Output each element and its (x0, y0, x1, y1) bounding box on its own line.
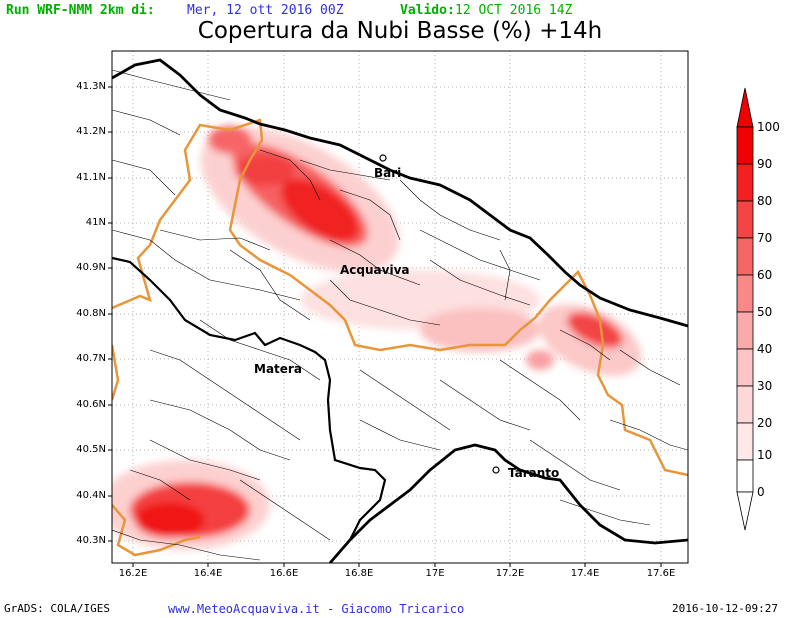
lat-label: 40.9N (76, 262, 106, 273)
lat-label: 40.3N (76, 535, 106, 546)
adriatic-coastline (112, 58, 688, 328)
run-label: Run WRF-NMM 2km di: (6, 3, 155, 18)
run-date: Mer, 12 ott 2016 00Z (187, 3, 344, 18)
lon-label: 17.6E (646, 568, 676, 579)
lon-label: 16.4E (193, 568, 223, 579)
footer-timestamp: 2016-10-12-09:27 (672, 602, 778, 615)
colorbar-segment (736, 348, 754, 387)
colorbar-label: 30 (757, 379, 773, 393)
colorbar-label: 60 (757, 268, 773, 282)
colorbar-label: 40 (757, 342, 773, 356)
colorbar-label: 20 (757, 416, 773, 430)
cloud-cover-field (112, 126, 642, 550)
provincial-boundary (112, 256, 387, 541)
ionian-coastline (328, 443, 688, 563)
colorbar-segment (736, 422, 754, 461)
footer-site-link[interactable]: www.MeteoAcquaviva.it - Giacomo Tricaric… (168, 602, 465, 616)
colorbar-label: 100 (757, 120, 780, 134)
lat-label: 41.1N (76, 172, 106, 183)
map-frame (111, 50, 689, 564)
colorbar-label: 50 (757, 305, 773, 319)
lon-label: 17.2E (495, 568, 525, 579)
lon-label: 17.4E (570, 568, 600, 579)
valid-label: Valido: (400, 3, 455, 18)
footer-source: GrADS: COLA/IGES (4, 602, 110, 615)
colorbar-label: 70 (757, 231, 773, 245)
lon-label: 16.2E (118, 568, 148, 579)
colorbar-segment (736, 274, 754, 313)
colorbar-segment (736, 459, 754, 493)
axis-ticks (108, 86, 662, 567)
lat-label: 40.6N (76, 399, 106, 410)
lat-label: 40.5N (76, 444, 106, 455)
regional-border (112, 118, 688, 477)
lat-label: 41N (85, 217, 106, 228)
lat-label: 40.7N (76, 353, 106, 364)
colorbar-label: 0 (757, 485, 765, 499)
bari-marker (379, 154, 387, 162)
regional-border-south (112, 504, 201, 557)
colorbar-segment (736, 385, 754, 424)
colorbar-segment (736, 200, 754, 239)
lon-label: 17E (425, 568, 445, 579)
valid-date: 12 OCT 2016 14Z (455, 3, 573, 18)
city-label-bari: Bari (374, 166, 402, 180)
city-label-taranto: Taranto (508, 466, 560, 480)
lat-label: 40.8N (76, 308, 106, 319)
colorbar-top-arrow (736, 87, 754, 128)
municipal-borders (112, 69, 688, 561)
chart-title: Copertura da Nubi Basse (%) +14h (197, 18, 603, 44)
lat-label: 40.4N (76, 490, 106, 501)
colorbar-bottom-arrow (736, 491, 754, 531)
colorbar-segment (736, 126, 754, 165)
lat-label: 41.2N (76, 126, 106, 137)
colorbar-segment (736, 163, 754, 202)
colorbar (736, 87, 754, 531)
colorbar-label: 10 (757, 448, 773, 462)
colorbar-segment (736, 237, 754, 276)
taranto-marker (492, 466, 500, 474)
colorbar-label: 80 (757, 194, 773, 208)
lon-label: 16.6E (269, 568, 299, 579)
lon-label: 16.8E (344, 568, 374, 579)
regional-border-west (112, 344, 120, 401)
city-label-acquaviva: Acquaviva (340, 263, 410, 277)
colorbar-segment (736, 311, 754, 350)
lat-label: 41.3N (76, 81, 106, 92)
colorbar-label: 90 (757, 157, 773, 171)
city-label-matera: Matera (254, 362, 302, 376)
